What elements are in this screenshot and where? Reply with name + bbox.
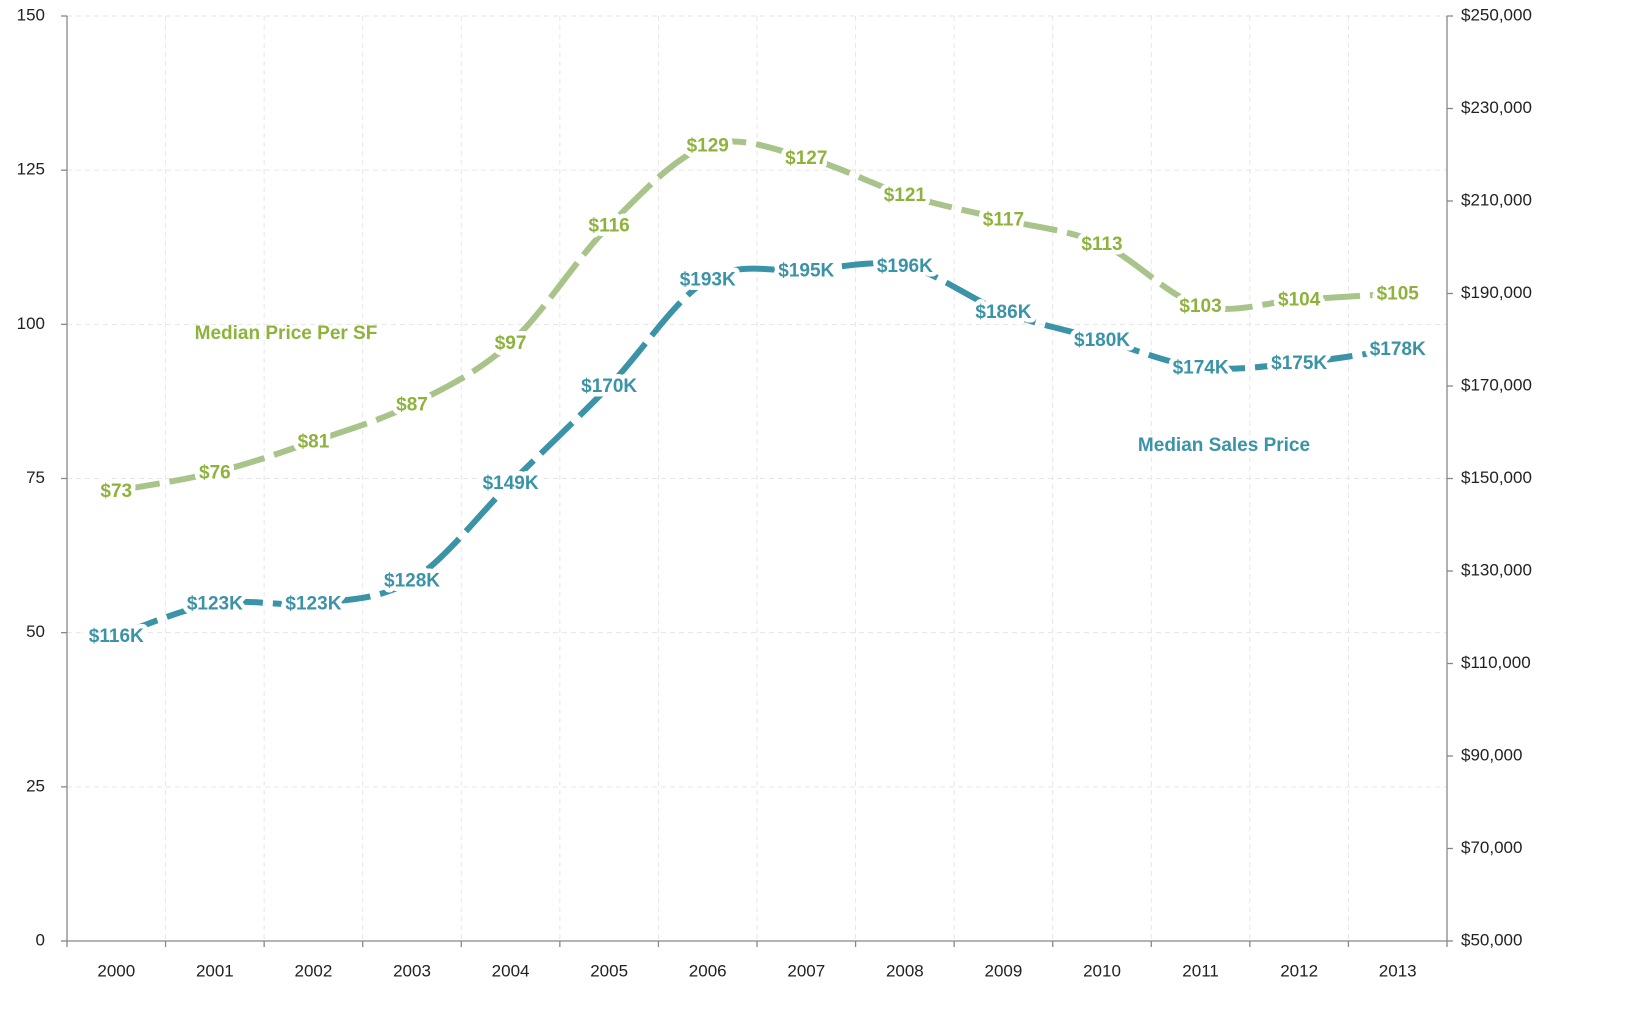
- x-tick-label: 2010: [1083, 961, 1121, 980]
- x-tick-label: 2011: [1182, 961, 1219, 980]
- data-label: $116K: [89, 626, 144, 647]
- data-label: $128K: [384, 570, 440, 591]
- data-label: $76: [199, 462, 231, 483]
- data-label: $180K: [1074, 330, 1130, 351]
- data-label: $121: [884, 185, 927, 206]
- y-tick-label: 0: [36, 930, 45, 949]
- series-name: Median Price Per SF: [195, 323, 378, 344]
- y2-tick-label: $90,000: [1461, 745, 1522, 764]
- y2-tick-label: $50,000: [1461, 930, 1522, 949]
- data-label: $105: [1377, 284, 1420, 305]
- y2-tick-label: $150,000: [1461, 468, 1532, 487]
- y-tick-label: 75: [26, 468, 45, 487]
- data-label: $186K: [975, 302, 1031, 323]
- x-tick-label: 2006: [689, 961, 727, 980]
- y2-tick-label: $130,000: [1461, 560, 1532, 579]
- data-label: $123K: [187, 593, 243, 614]
- data-label: $129: [687, 136, 729, 157]
- y2-tick-label: $110,000: [1461, 653, 1531, 672]
- y-tick-label: 150: [17, 5, 45, 24]
- series-line: [115, 138, 1398, 494]
- y-tick-label: 50: [26, 622, 45, 641]
- data-label: $170K: [581, 376, 637, 397]
- data-label: $196K: [877, 256, 933, 277]
- x-tick-label: 2007: [787, 961, 825, 980]
- x-tick-label: 2001: [196, 961, 234, 980]
- y-tick-label: 125: [17, 160, 45, 179]
- y2-tick-label: $170,000: [1461, 375, 1532, 394]
- data-label: $81: [298, 432, 330, 453]
- y2-tick-label: $250,000: [1461, 5, 1532, 24]
- data-label: $117: [983, 210, 1024, 231]
- data-label: $175K: [1271, 353, 1327, 374]
- data-label: $73: [100, 481, 132, 502]
- y-tick-label: 100: [17, 314, 45, 333]
- x-tick-label: 2013: [1379, 961, 1417, 980]
- x-tick-label: 2002: [295, 961, 333, 980]
- x-tick-label: 2012: [1280, 961, 1318, 980]
- data-label: $149K: [483, 473, 539, 494]
- data-label: $127: [785, 148, 827, 169]
- x-tick-label: 2009: [985, 961, 1023, 980]
- data-label: $116: [589, 216, 630, 237]
- data-label: $193K: [680, 270, 736, 291]
- x-tick-label: 2000: [97, 961, 135, 980]
- data-label: $103: [1179, 296, 1221, 317]
- y2-tick-label: $230,000: [1461, 98, 1532, 117]
- data-label: $104: [1278, 290, 1321, 311]
- y2-tick-label: $70,000: [1461, 838, 1522, 857]
- data-label: $195K: [778, 260, 834, 281]
- x-tick-label: 2005: [590, 961, 628, 980]
- data-label: $113: [1081, 234, 1122, 255]
- data-label: $87: [396, 395, 428, 416]
- x-tick-label: 2004: [492, 961, 530, 980]
- y-tick-label: 25: [26, 776, 45, 795]
- y2-tick-label: $210,000: [1461, 190, 1532, 209]
- x-tick-label: 2003: [393, 961, 431, 980]
- data-label: $178K: [1370, 339, 1426, 360]
- series-line: [115, 260, 1399, 639]
- series-name: Median Sales Price: [1138, 435, 1310, 456]
- data-label: $123K: [285, 593, 341, 614]
- data-label: $97: [495, 333, 527, 354]
- y2-tick-label: $190,000: [1461, 283, 1532, 302]
- data-label: $174K: [1173, 358, 1229, 379]
- x-tick-label: 2008: [886, 961, 924, 980]
